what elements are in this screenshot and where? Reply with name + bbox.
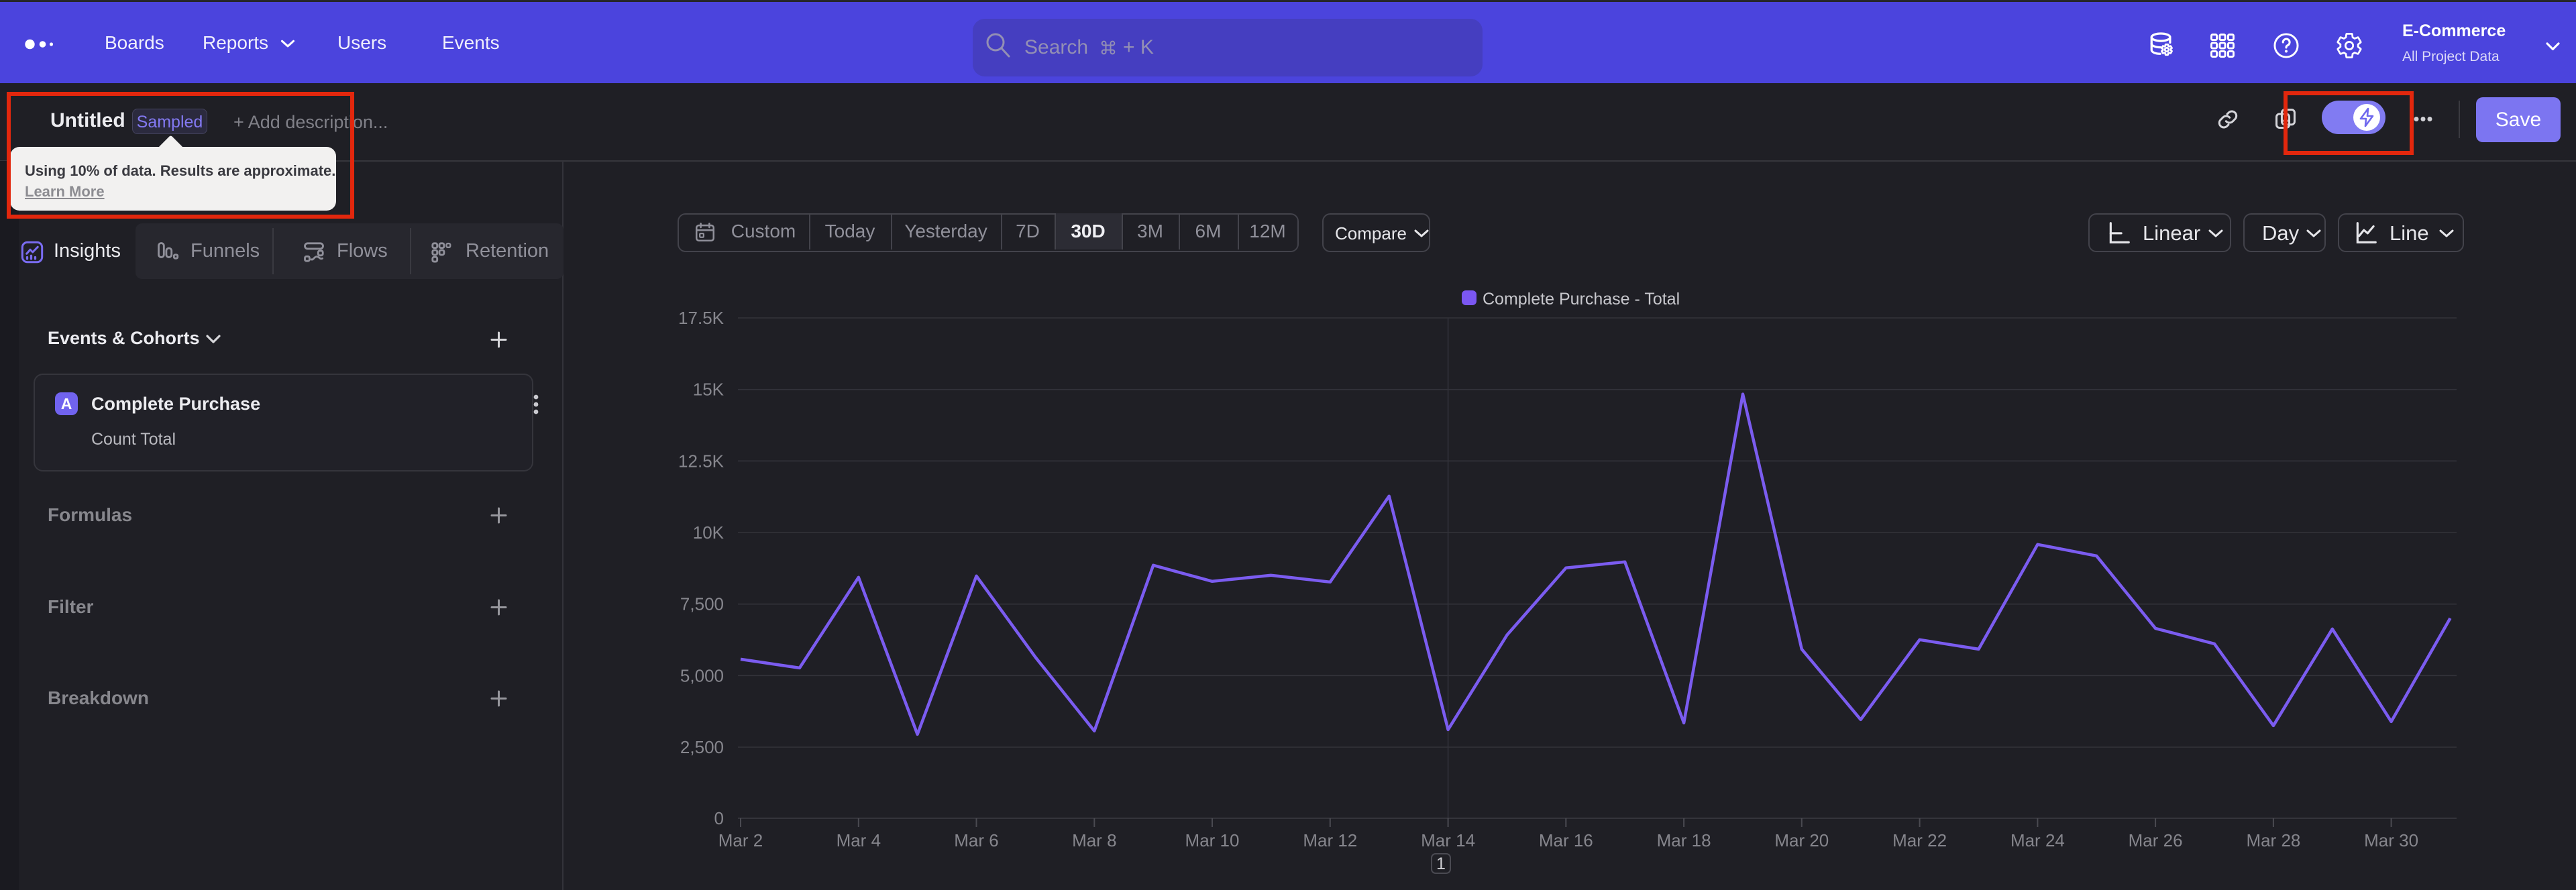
svg-text:0: 0 [714, 808, 724, 828]
svg-text:Mar 6: Mar 6 [954, 830, 998, 850]
svg-text:17.5K: 17.5K [678, 308, 724, 328]
svg-text:Mar 18: Mar 18 [1657, 830, 1711, 850]
svg-text:Mar 20: Mar 20 [1774, 830, 1829, 850]
svg-text:2,500: 2,500 [680, 737, 724, 757]
svg-text:15K: 15K [693, 380, 724, 400]
svg-text:Mar 22: Mar 22 [1892, 830, 1947, 850]
svg-text:Mar 14: Mar 14 [1421, 830, 1475, 850]
svg-text:12.5K: 12.5K [678, 451, 724, 471]
svg-text:Mar 12: Mar 12 [1303, 830, 1357, 850]
svg-text:5,000: 5,000 [680, 665, 724, 685]
svg-text:Mar 30: Mar 30 [2364, 830, 2418, 850]
svg-text:Mar 24: Mar 24 [2010, 830, 2065, 850]
svg-text:10K: 10K [693, 522, 724, 543]
svg-text:Mar 28: Mar 28 [2246, 830, 2300, 850]
svg-text:Mar 4: Mar 4 [837, 830, 881, 850]
svg-text:Mar 16: Mar 16 [1539, 830, 1593, 850]
svg-text:Mar 8: Mar 8 [1072, 830, 1116, 850]
svg-text:7,500: 7,500 [680, 594, 724, 614]
svg-text:Mar 10: Mar 10 [1185, 830, 1240, 850]
svg-text:Mar 26: Mar 26 [2129, 830, 2183, 850]
svg-text:Mar 2: Mar 2 [718, 830, 763, 850]
